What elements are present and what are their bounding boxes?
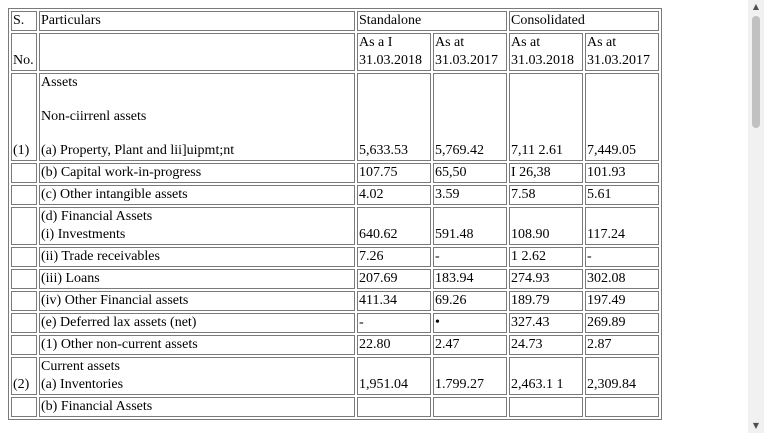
row-sno: (1) bbox=[11, 73, 37, 161]
value-cell: I 26,38 bbox=[509, 163, 583, 183]
row-label: (iv) Other Financial assets bbox=[39, 291, 355, 311]
particulars-header: Particulars bbox=[39, 11, 355, 31]
sno-header-top: S. bbox=[11, 11, 37, 31]
header-row-1: S. Particulars Standalone Consolidated bbox=[11, 11, 659, 31]
value-cell: 591.48 bbox=[433, 207, 507, 245]
row-sno bbox=[11, 313, 37, 333]
table-row: (iv) Other Financial assets 411.34 69.26… bbox=[11, 291, 659, 311]
value-cell: 4.02 bbox=[357, 185, 431, 205]
scroll-down-arrow-icon[interactable]: ▼ bbox=[752, 421, 760, 430]
value-cell: 5,769.42 bbox=[433, 73, 507, 161]
row-sno bbox=[11, 291, 37, 311]
consolidated-header: Consolidated bbox=[509, 11, 659, 31]
value-cell: 411.34 bbox=[357, 291, 431, 311]
value-cell bbox=[509, 397, 583, 417]
row-label: (c) Other intangible assets bbox=[39, 185, 355, 205]
col-header-standalone-2018: As a I 31.03.2018 bbox=[357, 33, 431, 71]
value-cell: 7.58 bbox=[509, 185, 583, 205]
col-header-consolidated-2018: As at 31.03.2018 bbox=[509, 33, 583, 71]
value-cell: - bbox=[585, 247, 659, 267]
table-row: (d) Financial Assets (i) Investments 640… bbox=[11, 207, 659, 245]
table-row: (1) Assets Non-ciirrenl assets (a) Prope… bbox=[11, 73, 659, 161]
value-cell: 107.75 bbox=[357, 163, 431, 183]
row-label: (1) Other non-current assets bbox=[39, 335, 355, 355]
sno-header-bottom: No. bbox=[11, 33, 37, 71]
value-cell: 2,309.84 bbox=[585, 357, 659, 395]
document-viewport: S. Particulars Standalone Consolidated N… bbox=[8, 8, 662, 420]
row-sno bbox=[11, 247, 37, 267]
row-label: (ii) Trade receivables bbox=[39, 247, 355, 267]
row-sno bbox=[11, 269, 37, 289]
row-label: Current assets (a) Inventories bbox=[39, 357, 355, 395]
value-cell: 22.80 bbox=[357, 335, 431, 355]
value-cell: 117.24 bbox=[585, 207, 659, 245]
value-cell: 24.73 bbox=[509, 335, 583, 355]
value-cell bbox=[357, 397, 431, 417]
value-cell: - bbox=[433, 247, 507, 267]
value-cell: 640.62 bbox=[357, 207, 431, 245]
table-row: (1) Other non-current assets 22.80 2.47 … bbox=[11, 335, 659, 355]
particulars-header-blank bbox=[39, 33, 355, 71]
section-heading: Current assets bbox=[41, 359, 120, 374]
row-label: (b) Capital work-in-progress bbox=[39, 163, 355, 183]
value-cell: 7.26 bbox=[357, 247, 431, 267]
row-sno bbox=[11, 397, 37, 417]
value-cell: 5,633.53 bbox=[357, 73, 431, 161]
row-label: (d) Financial Assets (i) Investments bbox=[39, 207, 355, 245]
value-cell: 2.87 bbox=[585, 335, 659, 355]
value-cell: 1.799.27 bbox=[433, 357, 507, 395]
standalone-header: Standalone bbox=[357, 11, 507, 31]
table-row: (b) Financial Assets bbox=[11, 397, 659, 417]
value-cell: 197.49 bbox=[585, 291, 659, 311]
col-header-standalone-2017: As at 31.03.2017 bbox=[433, 33, 507, 71]
value-cell: 101.93 bbox=[585, 163, 659, 183]
scroll-up-arrow-icon[interactable]: ▲ bbox=[752, 2, 760, 11]
value-cell: 269.89 bbox=[585, 313, 659, 333]
col-header-consolidated-2017: As at 31.03.2017 bbox=[585, 33, 659, 71]
row-label: Assets Non-ciirrenl assets (a) Property,… bbox=[39, 73, 355, 161]
value-cell bbox=[585, 397, 659, 417]
table-row: (iii) Loans 207.69 183.94 274.93 302.08 bbox=[11, 269, 659, 289]
table-row: (e) Deferred lax assets (net) - • 327.43… bbox=[11, 313, 659, 333]
value-cell: 2,463.1 1 bbox=[509, 357, 583, 395]
value-cell: 65,50 bbox=[433, 163, 507, 183]
value-cell: 5.61 bbox=[585, 185, 659, 205]
value-cell: 108.90 bbox=[509, 207, 583, 245]
balance-sheet-table: S. Particulars Standalone Consolidated N… bbox=[8, 8, 662, 420]
row-sno: (2) bbox=[11, 357, 37, 395]
vertical-scrollbar[interactable]: ▲ ▼ bbox=[748, 0, 764, 433]
value-cell: 189.79 bbox=[509, 291, 583, 311]
value-cell: - bbox=[357, 313, 431, 333]
row-label: (b) Financial Assets bbox=[39, 397, 355, 417]
section-heading: Assets bbox=[41, 75, 78, 90]
value-cell: 69.26 bbox=[433, 291, 507, 311]
value-cell: 327.43 bbox=[509, 313, 583, 333]
table-row: (2) Current assets (a) Inventories 1,951… bbox=[11, 357, 659, 395]
value-cell: 7,449.05 bbox=[585, 73, 659, 161]
value-cell: 183.94 bbox=[433, 269, 507, 289]
value-cell: 3.59 bbox=[433, 185, 507, 205]
table-row: (ii) Trade receivables 7.26 - 1 2.62 - bbox=[11, 247, 659, 267]
value-cell: 302.08 bbox=[585, 269, 659, 289]
value-cell: 274.93 bbox=[509, 269, 583, 289]
table-row: (b) Capital work-in-progress 107.75 65,5… bbox=[11, 163, 659, 183]
row-label: (iii) Loans bbox=[39, 269, 355, 289]
value-cell: • bbox=[433, 313, 507, 333]
value-cell: 1,951.04 bbox=[357, 357, 431, 395]
header-row-2: No. As a I 31.03.2018 As at 31.03.2017 A… bbox=[11, 33, 659, 71]
value-cell bbox=[433, 397, 507, 417]
table-row: (c) Other intangible assets 4.02 3.59 7.… bbox=[11, 185, 659, 205]
row-sno bbox=[11, 335, 37, 355]
value-cell: 7,11 2.61 bbox=[509, 73, 583, 161]
value-cell: 207.69 bbox=[357, 269, 431, 289]
row-sno bbox=[11, 185, 37, 205]
row-sno bbox=[11, 207, 37, 245]
row-label: (e) Deferred lax assets (net) bbox=[39, 313, 355, 333]
subsection-heading: Non-ciirrenl assets bbox=[41, 109, 147, 124]
value-cell: 2.47 bbox=[433, 335, 507, 355]
scrollbar-thumb[interactable] bbox=[752, 16, 760, 128]
row-sno bbox=[11, 163, 37, 183]
value-cell: 1 2.62 bbox=[509, 247, 583, 267]
